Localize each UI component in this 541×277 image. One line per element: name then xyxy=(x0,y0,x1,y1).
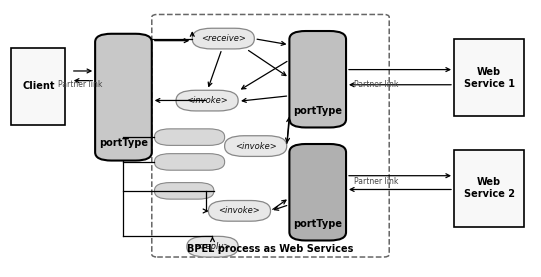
Text: Partner link: Partner link xyxy=(58,80,103,89)
FancyBboxPatch shape xyxy=(289,31,346,127)
Text: <receive>: <receive> xyxy=(201,34,246,43)
FancyBboxPatch shape xyxy=(155,183,214,199)
Bar xyxy=(11,48,65,125)
Text: <invoke>: <invoke> xyxy=(235,142,276,151)
FancyBboxPatch shape xyxy=(289,144,346,240)
Text: Web
Service 1: Web Service 1 xyxy=(464,67,514,89)
FancyBboxPatch shape xyxy=(176,90,238,111)
FancyBboxPatch shape xyxy=(225,136,287,157)
Bar xyxy=(454,150,524,227)
FancyBboxPatch shape xyxy=(187,236,238,257)
FancyBboxPatch shape xyxy=(208,201,270,221)
FancyBboxPatch shape xyxy=(155,129,225,145)
Text: <reply>: <reply> xyxy=(195,242,230,251)
FancyBboxPatch shape xyxy=(155,154,225,170)
Bar xyxy=(454,39,524,116)
Text: <invoke>: <invoke> xyxy=(186,96,228,105)
Text: BPEL process as Web Services: BPEL process as Web Services xyxy=(187,244,354,254)
Text: Partner link: Partner link xyxy=(353,177,398,186)
Text: Web
Service 2: Web Service 2 xyxy=(464,177,514,199)
Text: portType: portType xyxy=(293,219,342,229)
FancyBboxPatch shape xyxy=(95,34,152,161)
FancyBboxPatch shape xyxy=(192,28,254,49)
Text: <invoke>: <invoke> xyxy=(219,206,260,215)
Text: portType: portType xyxy=(293,106,342,116)
Text: Client: Client xyxy=(22,81,55,91)
Text: portType: portType xyxy=(99,138,148,148)
Text: Partner link: Partner link xyxy=(353,80,398,89)
